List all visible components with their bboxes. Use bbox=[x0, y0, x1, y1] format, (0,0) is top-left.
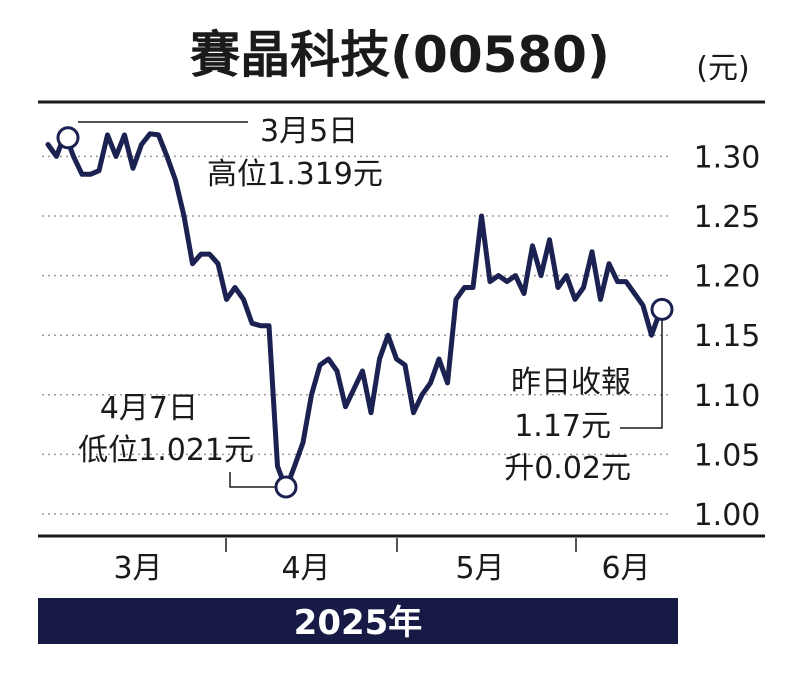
close-value-label: 1.17元 bbox=[514, 409, 611, 444]
month-label: 3月 bbox=[113, 551, 162, 586]
month-label: 6月 bbox=[601, 551, 650, 586]
close-title-label: 昨日收報 bbox=[511, 365, 631, 400]
month-labels: 3月 4月 5月 6月 bbox=[113, 538, 651, 586]
price-line bbox=[45, 131, 663, 492]
year-bar bbox=[38, 598, 678, 644]
y-tick-label: 1.25 bbox=[694, 200, 761, 235]
high-value-label: 高位1.319元 bbox=[207, 157, 383, 192]
close-marker bbox=[650, 297, 674, 321]
chart-title: 賽晶科技(00580) bbox=[190, 26, 610, 84]
unit-label: (元) bbox=[696, 51, 749, 86]
y-tick-label: 1.15 bbox=[694, 319, 761, 354]
low-date-label: 4月7日 bbox=[100, 391, 198, 426]
low-value-label: 低位1.021元 bbox=[78, 433, 254, 468]
low-marker bbox=[274, 475, 298, 499]
high-marker bbox=[56, 126, 80, 150]
high-date-label: 3月5日 bbox=[260, 114, 358, 149]
y-tick-label: 1.05 bbox=[694, 438, 761, 473]
y-tick-label: 1.10 bbox=[694, 379, 761, 414]
y-tick-label: 1.00 bbox=[694, 498, 761, 533]
month-label: 5月 bbox=[455, 551, 504, 586]
y-tick-label: 1.30 bbox=[694, 140, 761, 175]
low-leader-line bbox=[229, 472, 276, 488]
y-tick-label: 1.20 bbox=[694, 260, 761, 295]
close-change-label: 升0.02元 bbox=[504, 451, 631, 486]
year-label: 2025年 bbox=[294, 603, 423, 643]
month-label: 4月 bbox=[281, 551, 330, 586]
y-tick-labels: 1.30 1.25 1.20 1.15 1.10 1.05 1.00 bbox=[694, 140, 761, 533]
close-leader-line bbox=[620, 319, 663, 429]
